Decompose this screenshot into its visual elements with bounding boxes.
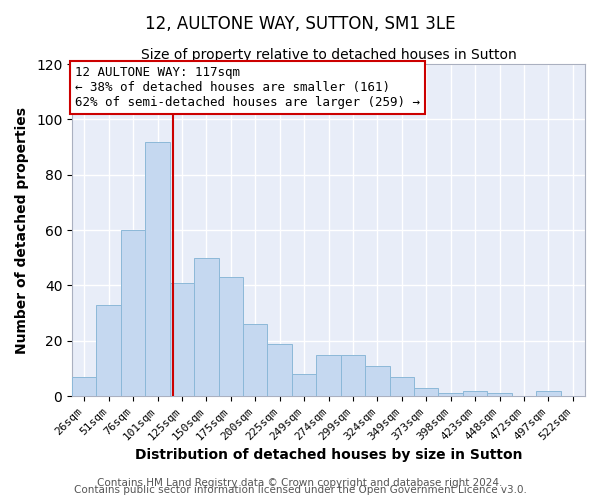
Bar bbox=[341, 354, 365, 396]
Bar bbox=[218, 277, 243, 396]
Bar bbox=[365, 366, 389, 396]
Bar bbox=[243, 324, 268, 396]
Bar bbox=[487, 394, 512, 396]
Title: Size of property relative to detached houses in Sutton: Size of property relative to detached ho… bbox=[140, 48, 517, 62]
Text: 12, AULTONE WAY, SUTTON, SM1 3LE: 12, AULTONE WAY, SUTTON, SM1 3LE bbox=[145, 15, 455, 33]
Bar bbox=[97, 305, 121, 396]
Text: 12 AULTONE WAY: 117sqm
← 38% of detached houses are smaller (161)
62% of semi-de: 12 AULTONE WAY: 117sqm ← 38% of detached… bbox=[74, 66, 419, 108]
Bar bbox=[439, 394, 463, 396]
Bar bbox=[292, 374, 316, 396]
Bar bbox=[268, 344, 292, 396]
Bar bbox=[316, 354, 341, 396]
Bar bbox=[145, 142, 170, 396]
Bar bbox=[414, 388, 439, 396]
Bar bbox=[121, 230, 145, 396]
Bar bbox=[170, 282, 194, 396]
Bar bbox=[194, 258, 218, 396]
Text: Contains public sector information licensed under the Open Government Licence v3: Contains public sector information licen… bbox=[74, 485, 526, 495]
Bar bbox=[72, 377, 97, 396]
Bar bbox=[463, 390, 487, 396]
Bar bbox=[536, 390, 560, 396]
Y-axis label: Number of detached properties: Number of detached properties bbox=[15, 106, 29, 354]
Text: Contains HM Land Registry data © Crown copyright and database right 2024.: Contains HM Land Registry data © Crown c… bbox=[97, 478, 503, 488]
Bar bbox=[389, 377, 414, 396]
X-axis label: Distribution of detached houses by size in Sutton: Distribution of detached houses by size … bbox=[135, 448, 522, 462]
